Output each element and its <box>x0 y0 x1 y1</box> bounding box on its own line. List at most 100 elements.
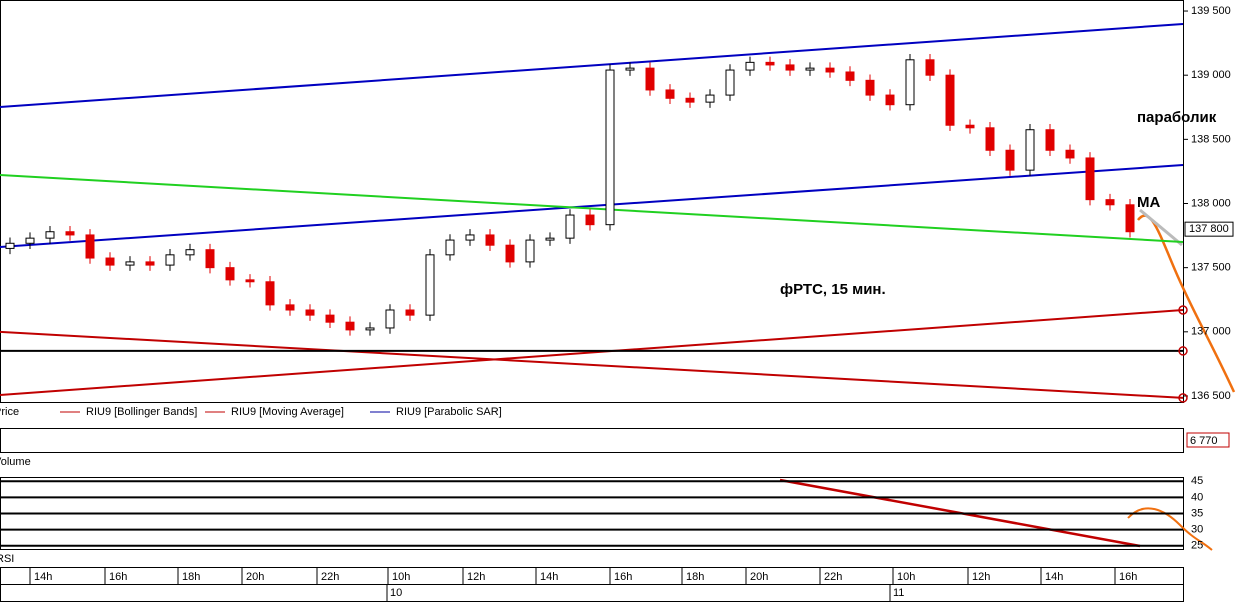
legend-label: RIU9 [Bollinger Bands] <box>86 406 197 418</box>
candle-body <box>25 237 35 244</box>
y-tick-label: 139 000 <box>1191 69 1231 81</box>
line-end-marker <box>1178 305 1188 315</box>
candle-body <box>585 214 595 226</box>
candle-body <box>1065 149 1075 159</box>
y-tick-label: 25 <box>1191 540 1203 552</box>
candle-body <box>865 79 875 96</box>
x-tick-label: 22h <box>824 571 842 583</box>
x-tick-label: 14h <box>34 571 52 583</box>
y-tick-label: 138 000 <box>1191 197 1231 209</box>
candle-body <box>925 59 935 76</box>
y-tick-label: 40 <box>1191 491 1203 503</box>
candle-body <box>485 234 495 246</box>
candle-body <box>1125 204 1135 233</box>
candle-body <box>225 267 235 281</box>
candle-body <box>825 67 835 73</box>
price-panel <box>0 0 1184 403</box>
last-price-box <box>1184 221 1234 237</box>
trendline <box>0 164 1184 248</box>
x-tick-label: 16h <box>1119 571 1137 583</box>
ma-projection <box>1139 208 1183 247</box>
volume-last-box <box>1186 432 1230 448</box>
line-end-marker <box>1178 393 1188 403</box>
candle-body <box>1025 129 1035 171</box>
x-tick-label: 12h <box>467 571 485 583</box>
candle-body <box>85 234 95 259</box>
candle-body <box>905 59 915 106</box>
y-tick-label: 45 <box>1191 475 1203 487</box>
x-tick-label: 14h <box>540 571 558 583</box>
volume-panel <box>0 428 1184 453</box>
y-tick-label: 136 500 <box>1191 390 1231 402</box>
last-price-label: 137 800 <box>1189 223 1229 235</box>
x-tick-label: 18h <box>686 571 704 583</box>
candle-body <box>365 327 375 331</box>
candle-body <box>765 61 775 66</box>
candle-body <box>185 249 195 256</box>
candle-body <box>1005 149 1015 171</box>
panel-title: RSI <box>0 553 14 565</box>
candle-body <box>45 231 55 239</box>
candle-body <box>965 124 975 129</box>
candle-body <box>265 281 275 306</box>
date-label: 11 <box>893 587 904 599</box>
annotation: МА <box>1137 194 1160 211</box>
x-tick-label: 20h <box>750 571 768 583</box>
y-tick-label: 138 500 <box>1191 133 1231 145</box>
chart-title: фРТС, 15 мин. <box>780 281 886 298</box>
y-tick-label: 137 500 <box>1191 262 1231 274</box>
candle-body <box>145 261 155 266</box>
legend-label: Price <box>0 406 19 418</box>
candle-body <box>785 64 795 71</box>
y-tick-label: 137 000 <box>1191 326 1231 338</box>
candle-body <box>705 94 715 103</box>
line-end-marker <box>1178 346 1188 356</box>
x-tick-label: 12h <box>972 571 990 583</box>
y-tick-label: 30 <box>1191 524 1203 536</box>
candle-body <box>205 249 215 269</box>
x-tick-label: 10h <box>897 571 915 583</box>
candle-body <box>405 309 415 316</box>
candle-body <box>425 254 435 316</box>
candle-body <box>725 69 735 96</box>
x-tick-label: 20h <box>246 571 264 583</box>
candle-body <box>65 231 75 236</box>
candle-body <box>1045 129 1055 151</box>
legend-label: RIU9 [Moving Average] <box>231 406 344 418</box>
candle-body <box>325 314 335 323</box>
legend-label: RIU9 [Parabolic SAR] <box>396 406 502 418</box>
candle-body <box>125 261 135 266</box>
candle-body <box>165 254 175 266</box>
candle-body <box>945 74 955 126</box>
candle-body <box>505 244 515 263</box>
candle-body <box>985 127 995 151</box>
candle-body <box>845 71 855 81</box>
trendline <box>0 174 1184 243</box>
candle-body <box>605 69 615 226</box>
trendline <box>0 330 1184 399</box>
candle-body <box>805 67 815 71</box>
x-tick-label: 22h <box>321 571 339 583</box>
candle-body <box>1105 199 1115 206</box>
volume-last: 6 770 <box>1190 435 1218 447</box>
candle-body <box>625 67 635 71</box>
candle-body <box>745 61 755 71</box>
candle-body <box>245 279 255 283</box>
x-tick-label: 16h <box>109 571 127 583</box>
candle-body <box>305 309 315 316</box>
candle-body <box>465 234 475 241</box>
candle-body <box>1085 157 1095 201</box>
candle-body <box>385 309 395 329</box>
candle-body <box>885 94 895 106</box>
x-tick-label: 10h <box>392 571 410 583</box>
y-tick-label: 139 500 <box>1191 5 1231 17</box>
candle-body <box>285 304 295 311</box>
panel-title: Volume <box>0 456 31 468</box>
x-tick-label: 14h <box>1045 571 1063 583</box>
candle-body <box>5 242 15 249</box>
date-label: 10 <box>390 587 402 599</box>
candle-body <box>105 257 115 266</box>
y-tick-label: 35 <box>1191 507 1203 519</box>
